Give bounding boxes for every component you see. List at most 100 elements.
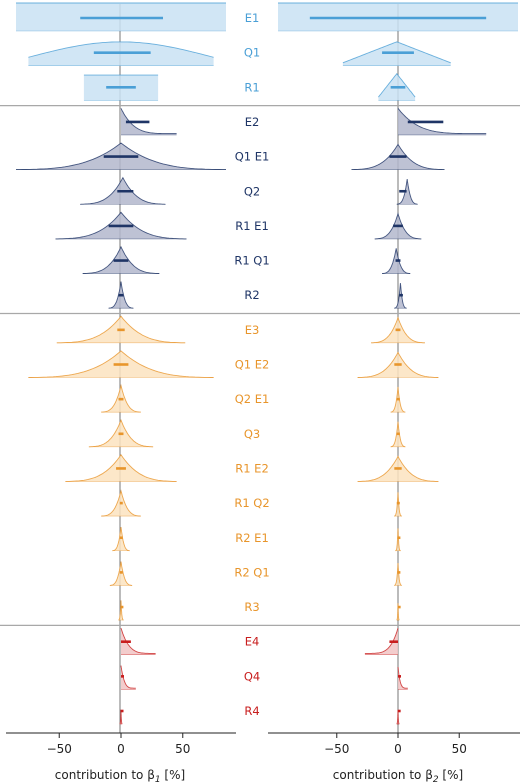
density-outline	[28, 41, 214, 58]
plot-area	[0, 2, 520, 733]
ridge-r1-q2-panel-1	[101, 489, 141, 517]
x-axis-title-beta1-main: contribution to β	[55, 768, 155, 782]
ridge-r4-panel-1	[119, 709, 124, 725]
x-tick-label: 50	[452, 742, 467, 756]
x-tick-label: −50	[324, 742, 349, 756]
ridge-r1-e1-panel-1	[55, 211, 187, 240]
x-axis-title-beta1: contribution to β1 [%]	[55, 768, 185, 783]
row-label: Q3	[244, 427, 260, 441]
density-outline	[101, 383, 141, 413]
ridge-e1-panel-1	[16, 2, 226, 32]
density-fill	[394, 563, 402, 586]
ridge-q1-e1-panel-2	[351, 143, 445, 171]
ridge-q1-panel-1	[28, 41, 214, 66]
ridge-r1-e2-panel-1	[65, 454, 177, 482]
x-axis-title-beta1-sub: 1	[155, 775, 161, 783]
row-label: E1	[245, 11, 260, 25]
ridge-r1-panel-2	[378, 72, 416, 101]
x-axis-title-beta2: contribution to β2 [%]	[333, 768, 463, 783]
density-outline	[80, 176, 166, 205]
density-outline	[390, 386, 406, 413]
density-outline	[396, 710, 400, 725]
density-fill	[118, 600, 124, 620]
x-tick-label: −50	[47, 742, 72, 756]
ridge-q1-panel-2	[342, 41, 451, 66]
ridge-r2-panel-1	[108, 281, 134, 309]
density-outline	[118, 600, 124, 621]
ridge-e4-panel-2	[364, 627, 399, 656]
row-label: Q4	[244, 669, 260, 683]
ridge-e1-panel-2	[278, 2, 518, 32]
row-label: R2 Q1	[234, 565, 269, 579]
x-axis-title-beta2-unit: [%]	[439, 768, 464, 782]
density-outline	[82, 245, 160, 274]
row-label: R1	[244, 80, 259, 94]
ridge-r1-panel-1	[83, 74, 159, 101]
row-label: R3	[244, 600, 259, 614]
density-fill	[121, 665, 136, 690]
density-outline	[55, 211, 187, 240]
density-outline	[56, 315, 186, 344]
density-outline	[382, 248, 411, 274]
density-outline	[88, 419, 154, 448]
density-outline	[357, 455, 439, 482]
density-outline	[378, 72, 416, 98]
row-label: R4	[244, 704, 259, 718]
density-outline	[374, 212, 422, 240]
density-outline	[112, 526, 130, 552]
row-label: Q2	[244, 184, 260, 198]
density-outline	[394, 492, 402, 517]
density-outline	[396, 603, 400, 621]
row-label: Q1 E2	[235, 358, 270, 372]
ridge-r2-e1-panel-1	[112, 526, 130, 552]
x-axes: contribution to β1 [%] contribution to β…	[6, 732, 520, 783]
density-outline	[394, 282, 407, 309]
density-outline	[65, 454, 177, 482]
density-fill	[395, 528, 401, 551]
ridge-q2-e1-panel-2	[390, 386, 406, 413]
density-outline	[109, 561, 133, 586]
density-outline	[119, 710, 123, 725]
density-fill	[121, 628, 156, 655]
ridge-e2-panel-1	[120, 108, 177, 136]
ridge-r4-panel-2	[396, 709, 401, 725]
row-labels: E1 Q1 R1 E2 Q1 E1 Q2 R1 E1 R1 Q1 R2 E3 Q1 E2 Q2 E1 Q…	[234, 11, 269, 718]
row-label: R1 Q1	[234, 254, 269, 268]
density-fill	[364, 628, 398, 655]
ridge-q2-e1-panel-1	[101, 383, 141, 413]
ridge-r1-e2-panel-2	[357, 455, 439, 482]
density-outline	[120, 665, 136, 689]
row-label: Q1	[244, 46, 260, 60]
row-label: Q2 E1	[235, 392, 270, 406]
x-tick-label: 0	[117, 742, 125, 756]
row-label: E4	[245, 635, 260, 649]
ridge-e3-panel-1	[56, 315, 186, 344]
row-label: R2	[244, 288, 259, 302]
ridge-r1-q2-panel-2	[394, 492, 402, 517]
density-fill	[121, 108, 177, 135]
ridge-r1-e1-panel-2	[374, 212, 422, 240]
row-label: R1 E2	[235, 461, 269, 475]
x-axis-title-beta2-main: contribution to β	[333, 768, 433, 782]
x-axis-title-beta2-sub: 2	[433, 775, 439, 783]
density-outline	[371, 316, 425, 344]
density-outline	[357, 351, 439, 378]
ridge-q2-panel-1	[80, 176, 166, 205]
ridge-r2-e1-panel-2	[395, 528, 401, 552]
ridge-q3-panel-1	[88, 419, 154, 448]
x-tick-label: 0	[394, 742, 402, 756]
ridge-r2-panel-2	[394, 282, 407, 309]
row-label: R1 Q2	[234, 496, 269, 510]
ridge-q1-e1-panel-1	[16, 142, 226, 171]
density-outline	[394, 562, 402, 586]
ridge-e2-panel-2	[397, 108, 487, 136]
density-outline	[101, 489, 141, 517]
density-fill	[396, 179, 418, 205]
ridge-r2-q1-panel-1	[109, 561, 133, 586]
row-label: Q1 E1	[235, 150, 270, 164]
ridge-r1-q1-panel-1	[82, 245, 160, 274]
density-outline	[397, 666, 408, 689]
x-axis-title-beta1-unit: [%]	[161, 768, 186, 782]
ridge-r3-panel-2	[396, 603, 401, 621]
density-outline	[16, 142, 226, 171]
